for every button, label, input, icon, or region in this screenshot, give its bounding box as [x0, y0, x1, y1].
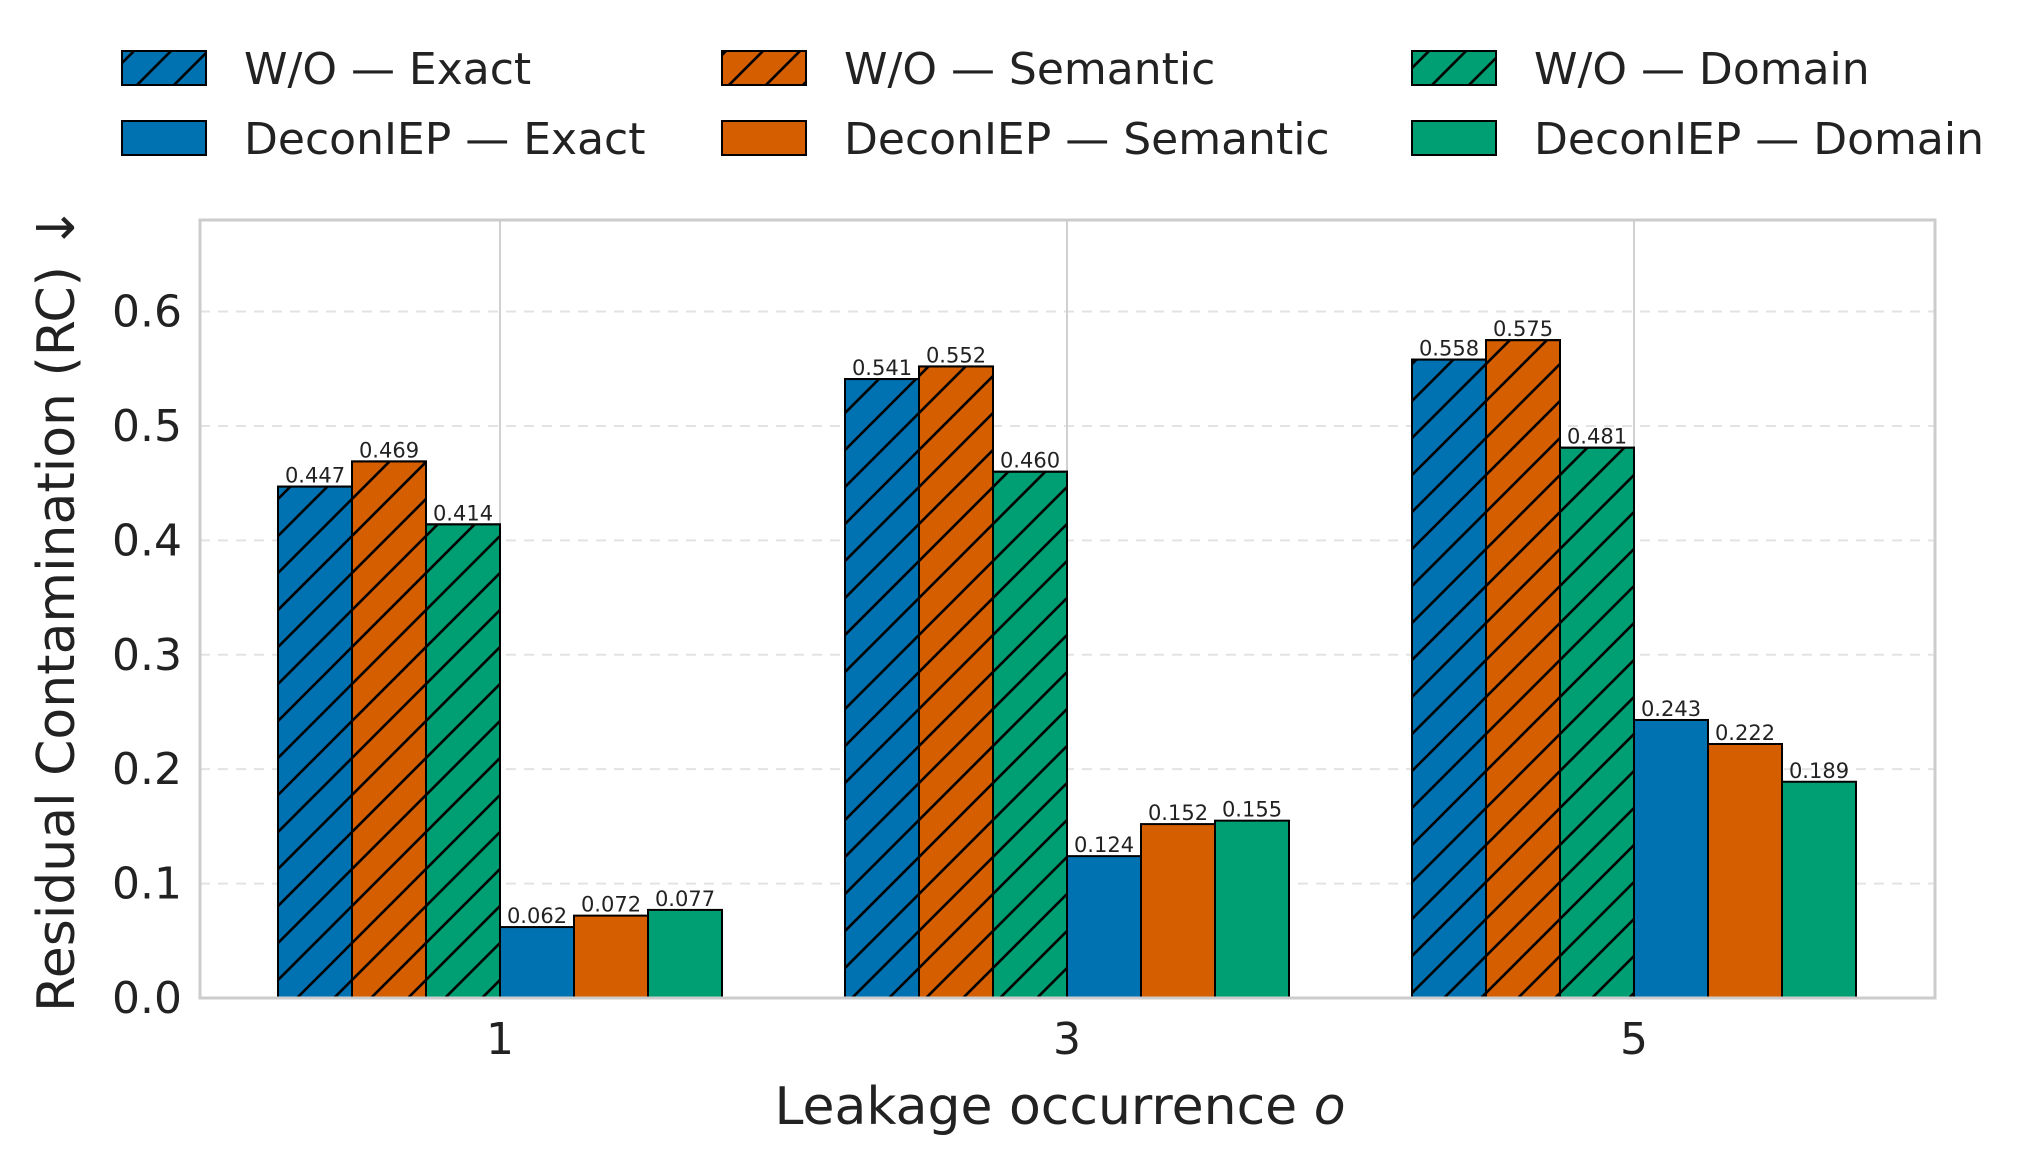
- y-axis-ticks: 0.0 0.1 0.2 0.3 0.4 0.5 0.6: [112, 287, 182, 1024]
- bar-hatch: [1559, 446, 1635, 1000]
- legend: W/O — Exact W/O — Semantic W/O — Domain Dec…: [121, 44, 1984, 165]
- bar-value-label: 0.469: [359, 438, 419, 462]
- x-axis-title-text: Leakage occurrence: [774, 1077, 1297, 1137]
- legend-swatch-hatch: [121, 50, 207, 86]
- bar-value-label: 0.558: [1419, 337, 1479, 361]
- y-tick-label: 0.5: [112, 401, 182, 452]
- bar-value-label: 0.243: [1641, 697, 1701, 721]
- bar-value-label: 0.222: [1715, 721, 1775, 745]
- y-tick-label: 0.0: [112, 973, 182, 1024]
- legend-swatch: [121, 120, 207, 156]
- bar-hatch: [351, 460, 427, 999]
- legend-item: W/O — Domain: [1411, 44, 1870, 95]
- bar-value-label: 0.481: [1567, 425, 1627, 449]
- bar-value-label: 0.575: [1493, 317, 1553, 341]
- bar-value-label: 0.152: [1148, 801, 1208, 825]
- bar: [1633, 718, 1709, 1000]
- legend-item: DeconIEP — Semantic: [721, 114, 1330, 165]
- bar-hatch: [1485, 339, 1561, 1000]
- legend-item: W/O — Semantic: [721, 44, 1215, 95]
- y-tick-label: 0.1: [112, 859, 182, 910]
- bar-value-label: 0.447: [285, 464, 345, 488]
- bar-hatch: [277, 485, 353, 999]
- bar-value-label: 0.552: [926, 343, 986, 367]
- legend-swatch-hatch: [721, 50, 807, 86]
- y-tick-label: 0.3: [112, 630, 182, 681]
- legend-label: W/O — Domain: [1534, 44, 1870, 95]
- bar: [1707, 743, 1783, 999]
- bar-value-label: 0.189: [1789, 759, 1849, 783]
- x-tick-label: 3: [1053, 1014, 1081, 1065]
- bar: [1781, 780, 1857, 1000]
- legend-item: DeconIEP — Exact: [121, 114, 645, 165]
- y-tick-label: 0.6: [112, 287, 182, 338]
- x-axis-ticks: 1 3 5: [486, 1014, 1648, 1065]
- bar: [499, 926, 575, 999]
- legend-item: W/O — Exact: [121, 44, 531, 95]
- bar-value-label: 0.541: [852, 356, 912, 380]
- legend-label: W/O — Exact: [244, 44, 531, 95]
- bar-value-label: 0.077: [655, 887, 715, 911]
- bars: [277, 339, 1857, 1000]
- bar: [647, 908, 723, 1000]
- plot-frame: [198, 218, 1937, 1000]
- value-labels: 0.447 0.541 0.558 0.469 0.552 0.575 0.414 0.460…: [285, 317, 1849, 928]
- bar-value-label: 0.072: [581, 893, 641, 917]
- legend-label: W/O — Semantic: [844, 44, 1215, 95]
- legend-item: DeconIEP — Domain: [1411, 114, 1984, 165]
- x-tick-label: 5: [1620, 1014, 1648, 1065]
- x-tick-label: 1: [486, 1014, 514, 1065]
- bar-hatch: [918, 365, 994, 999]
- y-tick-label: 0.4: [112, 515, 182, 566]
- bar-value-label: 0.460: [1000, 449, 1060, 473]
- bar: [1140, 823, 1216, 999]
- legend-label: DeconIEP — Exact: [244, 114, 645, 165]
- legend-swatch: [1411, 120, 1497, 156]
- bar-hatch: [844, 378, 920, 999]
- x-axis-variable: o: [1314, 1077, 1346, 1137]
- y-tick-label: 0.2: [112, 744, 182, 795]
- bar-value-label: 0.414: [433, 501, 493, 525]
- bar: [1066, 855, 1142, 999]
- bar: [573, 914, 649, 1000]
- bar-value-label: 0.062: [507, 904, 567, 928]
- legend-label: DeconIEP — Domain: [1534, 114, 1984, 165]
- x-axis-title: Leakage occurrence o: [774, 1077, 1345, 1137]
- bar-value-label: 0.124: [1074, 833, 1134, 857]
- legend-label: DeconIEP — Semantic: [844, 114, 1330, 165]
- bar-value-label: 0.155: [1222, 798, 1282, 822]
- y-axis-title: Residual Contamination (RC) ↓: [27, 206, 87, 1012]
- bar-hatch: [1411, 358, 1487, 1000]
- bar: [1214, 819, 1290, 999]
- bar-hatch: [992, 470, 1068, 999]
- bar-hatch: [425, 523, 501, 999]
- legend-swatch: [721, 120, 807, 156]
- legend-swatch-hatch: [1411, 50, 1497, 86]
